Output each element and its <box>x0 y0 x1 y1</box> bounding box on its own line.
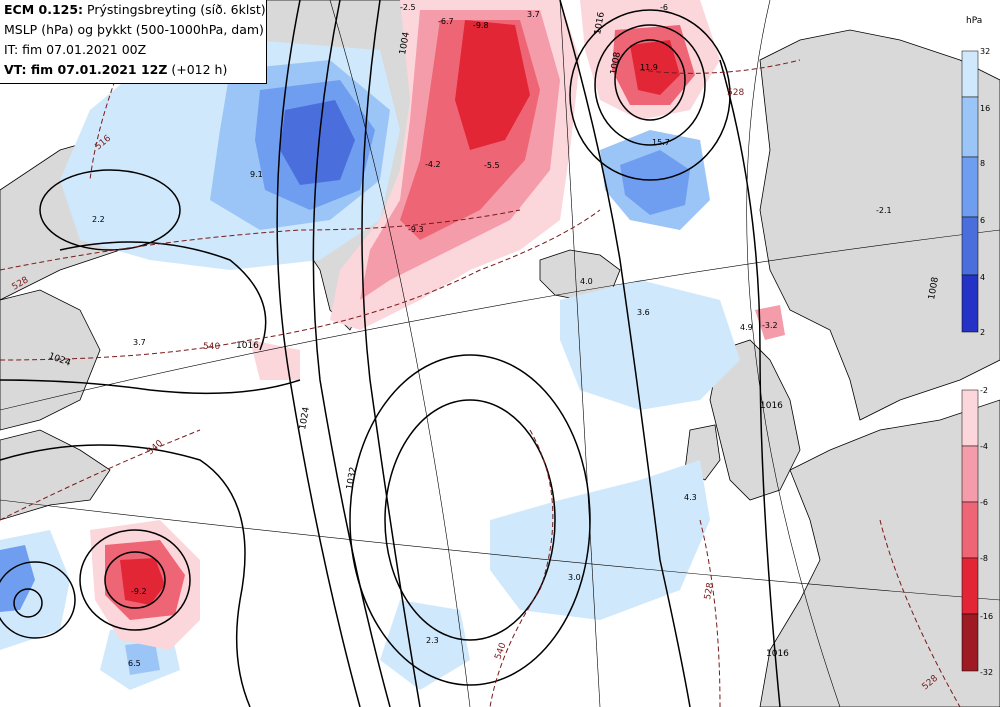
legend-swatch <box>961 557 979 615</box>
legend-tick: 8 <box>980 159 985 168</box>
title-line-4: VT: fim 07.01.2021 12Z (+012 h) <box>4 60 266 80</box>
land-labrador <box>0 289 101 431</box>
thickness-lines <box>0 0 961 707</box>
legend-swatch <box>961 96 979 158</box>
pc-label: -9.3 <box>408 225 424 234</box>
legend-swatch <box>961 389 979 447</box>
isobar-label: 1024 <box>298 406 312 431</box>
pc-label: -3.2 <box>762 321 778 330</box>
legend-tick: -6 <box>980 498 988 507</box>
pc-label: 2.2 <box>92 215 105 224</box>
pc-label: 11.9 <box>640 63 658 72</box>
pc-label: -6.7 <box>438 17 454 26</box>
pc-label: 3.7 <box>527 10 540 19</box>
thickness-label: 528 <box>703 582 716 601</box>
pc-label: 2.3 <box>426 636 439 645</box>
pc-label: -6 <box>660 3 668 12</box>
legend-swatch <box>961 50 979 98</box>
pc-label: -4.2 <box>425 160 441 169</box>
pc-label: -9.2 <box>131 587 147 596</box>
legend-tick: -2 <box>980 386 988 395</box>
map-title-box: ECM 0.125: Prýstingsbreyting (síð. 6klst… <box>0 0 267 84</box>
land-scandinavia <box>759 29 1000 421</box>
land-britain <box>709 339 801 501</box>
legend-swatch <box>961 216 979 276</box>
pressure-rise-areas <box>0 40 740 690</box>
isobar-label: 1008 <box>609 51 623 76</box>
legend-swatch <box>961 613 979 672</box>
pc-label: 6.5 <box>128 659 141 668</box>
pc-label: -9.8 <box>473 21 489 30</box>
legend-tick: -16 <box>980 612 993 621</box>
pc-label: 4.3 <box>684 493 697 502</box>
isobar-label: 1016 <box>766 649 789 659</box>
field-name: Prýstingsbreyting (síð. 6klst) <box>83 2 266 17</box>
pc-label: 3.0 <box>568 573 581 582</box>
legend-swatch <box>961 501 979 559</box>
legend-tick: 6 <box>980 216 985 225</box>
isobar-label: 1016 <box>593 11 607 36</box>
legend-tick: 4 <box>980 273 985 282</box>
isobar-label: 1016 <box>236 341 259 351</box>
legend-swatch <box>961 445 979 503</box>
thickness-label: 528 <box>727 88 744 98</box>
isobars <box>0 0 781 707</box>
pc-label: 3.6 <box>637 308 650 317</box>
legend-swatch <box>961 156 979 218</box>
legend-tick: 16 <box>980 104 990 113</box>
pc-label: 4.9 <box>740 323 753 332</box>
forecast-hour: (+012 h) <box>167 62 228 77</box>
legend-fall: -2 -4 -6 -8 -16 -32 <box>961 386 993 677</box>
isobar-label: 1032 <box>345 466 359 490</box>
pressure-change-labels: -2.5 -6.7 -9.8 3.7 -6 -4.2 -5.5 -9.3 11.… <box>92 3 892 668</box>
pc-label: 15.7 <box>652 138 670 147</box>
valid-time: VT: fim 07.01.2021 12Z <box>4 62 168 77</box>
thickness-label: 540 <box>203 342 220 352</box>
legend-swatch <box>961 274 979 333</box>
pc-label: -2.5 <box>400 3 416 12</box>
legend-tick: -4 <box>980 442 988 451</box>
pc-label: 4.0 <box>580 277 593 286</box>
isobar-label: 1008 <box>927 276 941 301</box>
isobar-label: 1016 <box>760 401 783 411</box>
legend-rise: 32 16 8 6 4 2 <box>961 47 990 337</box>
land-europe <box>759 399 1000 707</box>
pc-label: -2.1 <box>876 206 892 215</box>
title-line-2: MSLP (hPa) og þykkt (500-1000hPa, dam) <box>4 22 264 37</box>
legend-unit: hPa <box>966 16 983 26</box>
legend-tick: 32 <box>980 47 990 56</box>
title-line-3: IT: fim 07.01.2021 00Z <box>4 42 147 57</box>
pc-label: 3.7 <box>133 338 146 347</box>
legend-tick: -8 <box>980 554 988 563</box>
pc-label: -5.5 <box>484 161 500 170</box>
pc-label: 9.1 <box>250 170 263 179</box>
legend-tick: 2 <box>980 328 985 337</box>
title-line-1: ECM 0.125: Prýstingsbreyting (síð. 6klst… <box>4 0 266 20</box>
model-name: ECM 0.125: <box>4 2 84 17</box>
isobar-label: 1004 <box>398 31 412 56</box>
legend-tick: -32 <box>980 668 993 677</box>
